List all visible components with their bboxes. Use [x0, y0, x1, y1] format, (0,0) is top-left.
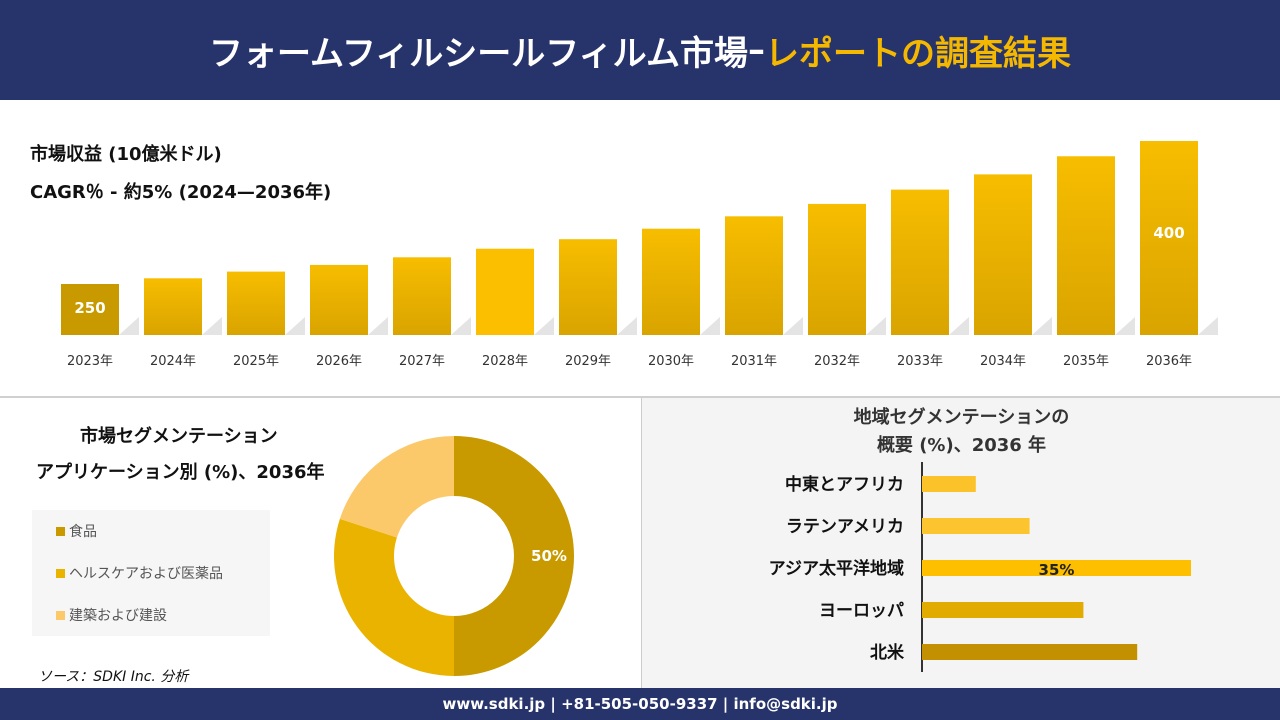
- region-bar: [922, 518, 1030, 534]
- application-donut-chart: 50%: [334, 436, 574, 676]
- legend-item-healthcare: ヘルスケアおよび医薬品: [56, 552, 270, 594]
- region-label: アジア太平洋地域: [769, 558, 904, 579]
- region-label: ヨーロッパ: [819, 601, 904, 621]
- title-main: フォームフィルシールフィルム市場: [209, 33, 748, 74]
- x-tick-label: 2023年: [67, 354, 113, 369]
- revenue-bar-chart: 2023年 250 2024年 2025年 2026年 2027年 2028年 2029年 20…: [61, 141, 1218, 369]
- region-data-label: 35%: [1039, 561, 1075, 579]
- bar: [1057, 156, 1115, 335]
- donut-slice: [454, 436, 574, 676]
- region-bar: [922, 602, 1084, 618]
- region-label: 北米: [870, 642, 905, 663]
- bar: [476, 248, 534, 335]
- region-title-line1: 地域セグメンテーションの: [853, 407, 1070, 428]
- x-tick-label: 2034年: [980, 354, 1026, 369]
- x-tick-label: 2035年: [1063, 354, 1109, 369]
- region-bar: [922, 560, 1191, 576]
- bar-shadow: [368, 317, 388, 335]
- bar-shadow: [783, 317, 803, 335]
- region-segment-panel: 地域セグメンテーションの 概要 (%)、2036 年 中東とアフリカ ラテンアメリカ…: [641, 398, 1280, 688]
- bar-shadow: [866, 317, 886, 335]
- legend-swatch: [56, 526, 65, 536]
- x-tick-label: 2024年: [150, 354, 196, 369]
- bar: [725, 216, 783, 335]
- bar-shadow: [949, 317, 969, 335]
- slice-label: 50%: [531, 547, 567, 565]
- header-banner: フォームフィルシールフィルム市場 – レポートの調査結果: [0, 0, 1280, 100]
- bar: [227, 271, 285, 335]
- donut-slice: [334, 518, 454, 676]
- segment-title: 市場セグメンテーション: [80, 426, 278, 447]
- x-tick-label: 2027年: [399, 354, 445, 369]
- title-highlight: レポートの調査結果: [764, 33, 1071, 74]
- segment-subtitle: アプリケーション別 (%)、2036年: [36, 462, 325, 483]
- legend-label: ヘルスケアおよび医薬品: [69, 566, 223, 582]
- bar: [891, 189, 949, 335]
- legend-swatch: [56, 610, 65, 620]
- legend-label: 建築および建設: [69, 608, 167, 624]
- x-tick-label: 2033年: [897, 354, 943, 369]
- legend-item-construction: 建築および建設: [56, 594, 270, 636]
- legend-label: 食品: [69, 524, 97, 540]
- bar: [1140, 141, 1198, 335]
- application-segment-panel: 市場セグメンテーション アプリケーション別 (%)、2036年 食品 ヘルスケア…: [0, 398, 640, 688]
- bar-shadow: [1115, 317, 1135, 335]
- bar: [393, 257, 451, 335]
- bar: [642, 228, 700, 335]
- x-tick-label: 2028年: [482, 354, 528, 369]
- footer-contact: www.sdki.jp | +81-505-050-9337 | info@sd…: [0, 688, 1280, 720]
- x-tick-label: 2030年: [648, 354, 694, 369]
- region-label: 中東とアフリカ: [785, 474, 904, 495]
- bar: [808, 203, 866, 335]
- bar: [310, 264, 368, 335]
- legend: 食品 ヘルスケアおよび医薬品 建築および建設: [32, 510, 270, 636]
- bar: [61, 284, 119, 335]
- title-sep: –: [747, 30, 765, 70]
- bar: [144, 278, 202, 335]
- bar-shadow: [451, 317, 471, 335]
- legend-swatch: [56, 568, 65, 578]
- revenue-title: 市場収益 (10億米ドル): [30, 144, 222, 165]
- bar-shadow: [617, 317, 637, 335]
- cagr-text: CAGR％ - 約5% (2024—2036年): [30, 182, 332, 203]
- bar: [559, 239, 617, 335]
- region-label: ラテンアメリカ: [786, 517, 904, 537]
- x-tick-label: 2026年: [316, 354, 362, 369]
- bar-shadow: [700, 317, 720, 335]
- bar-shadow: [534, 317, 554, 335]
- legend-item-food: 食品: [56, 510, 270, 552]
- bar-shadow: [1198, 317, 1218, 335]
- x-tick-label: 2031年: [731, 354, 777, 369]
- bar: [974, 174, 1032, 335]
- region-title-line2: 概要 (%)、2036 年: [876, 435, 1047, 456]
- x-tick-label: 2036年: [1146, 354, 1192, 369]
- bar-shadow: [202, 317, 222, 335]
- x-tick-label: 2032年: [814, 354, 860, 369]
- x-tick-label: 2025年: [233, 354, 279, 369]
- source-note: ソース：SDKI Inc. 分析: [38, 669, 189, 685]
- divider: [0, 396, 1280, 398]
- bar-shadow: [119, 317, 139, 335]
- region-bar: [922, 476, 976, 492]
- bar-shadow: [285, 317, 305, 335]
- data-label: 250: [74, 299, 105, 317]
- region-title: 地域セグメンテーションの 概要 (%)、2036 年: [642, 404, 1280, 460]
- donut-slice: [339, 436, 454, 538]
- bar-shadow: [1032, 317, 1052, 335]
- x-tick-label: 2029年: [565, 354, 611, 369]
- data-label: 400: [1153, 224, 1184, 242]
- region-bar: [922, 644, 1138, 660]
